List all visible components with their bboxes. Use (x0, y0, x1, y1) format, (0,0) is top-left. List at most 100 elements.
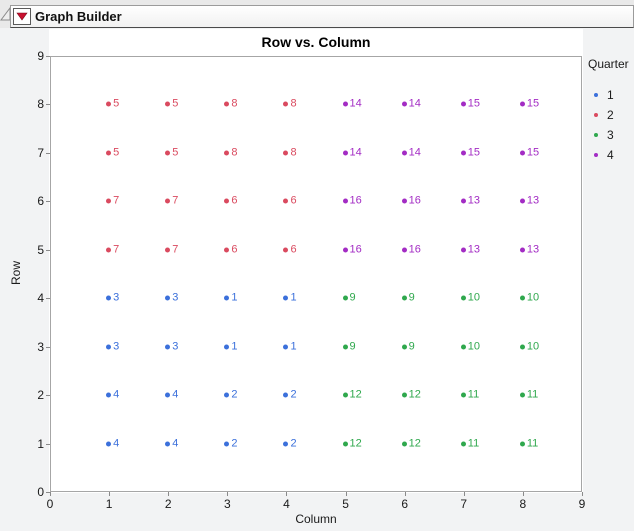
data-point[interactable]: 2 (283, 438, 297, 449)
point-label: 9 (349, 340, 356, 353)
data-point[interactable]: 10 (519, 292, 539, 304)
x-tick-label: 7 (460, 497, 468, 511)
data-point[interactable]: 4 (165, 389, 178, 401)
point-marker (283, 198, 289, 204)
data-point[interactable]: 13 (460, 244, 480, 255)
data-point[interactable]: 1 (283, 341, 297, 352)
data-point[interactable]: 7 (165, 244, 178, 255)
data-point[interactable]: 8 (224, 98, 237, 110)
point-marker (460, 344, 466, 350)
legend-swatch-icon (594, 113, 598, 117)
y-axis-title[interactable]: Row (9, 260, 23, 286)
point-marker (106, 150, 112, 156)
point-marker (165, 441, 171, 447)
data-point[interactable]: 10 (460, 292, 480, 304)
data-point[interactable]: 3 (165, 341, 178, 352)
data-point[interactable]: 13 (460, 195, 480, 207)
data-point[interactable]: 8 (283, 98, 297, 110)
data-point[interactable]: 4 (106, 388, 120, 401)
data-point[interactable]: 12 (401, 438, 421, 449)
data-point[interactable]: 7 (106, 195, 119, 207)
point-label: 2 (231, 388, 238, 401)
data-point[interactable]: 11 (519, 389, 538, 401)
legend-item[interactable]: 2 (588, 105, 629, 125)
data-point[interactable]: 4 (165, 438, 178, 449)
data-point[interactable]: 9 (342, 291, 356, 304)
data-point[interactable]: 9 (342, 340, 356, 353)
data-point[interactable]: 6 (283, 195, 297, 207)
data-point[interactable]: 3 (165, 291, 179, 304)
y-tick-mark (46, 492, 50, 493)
point-marker (283, 247, 289, 253)
point-label: 3 (172, 291, 179, 304)
data-point[interactable]: 10 (460, 341, 480, 352)
data-point[interactable]: 5 (165, 98, 178, 110)
data-point[interactable]: 12 (342, 389, 362, 401)
legend-item[interactable]: 1 (588, 85, 629, 105)
x-axis-title[interactable]: Column (295, 512, 337, 526)
data-point[interactable]: 12 (342, 438, 362, 449)
data-point[interactable]: 14 (342, 98, 362, 110)
data-point[interactable]: 16 (401, 195, 421, 207)
data-point[interactable]: 7 (106, 244, 119, 255)
point-marker (401, 101, 407, 107)
data-point[interactable]: 11 (519, 438, 538, 449)
point-marker (283, 295, 289, 301)
data-point[interactable]: 9 (401, 292, 415, 304)
legend-item[interactable]: 3 (588, 125, 629, 145)
data-point[interactable]: 7 (165, 195, 178, 207)
point-label: 14 (408, 146, 421, 159)
data-point[interactable]: 15 (519, 147, 539, 158)
point-label: 4 (113, 388, 120, 401)
data-point[interactable]: 5 (165, 147, 178, 158)
point-label: 2 (231, 437, 238, 450)
data-point[interactable]: 5 (106, 147, 119, 158)
data-point[interactable]: 10 (519, 341, 539, 352)
data-point[interactable]: 13 (519, 244, 539, 255)
data-point[interactable]: 12 (401, 389, 421, 401)
data-point[interactable]: 14 (401, 146, 421, 159)
point-marker (401, 295, 407, 301)
point-label: 9 (349, 291, 356, 304)
point-marker (106, 441, 112, 447)
data-point[interactable]: 16 (401, 244, 421, 255)
data-point[interactable]: 3 (106, 292, 119, 304)
data-point[interactable]: 14 (342, 147, 362, 158)
point-label: 4 (113, 437, 120, 450)
y-tick-label: 8 (37, 97, 44, 112)
point-marker (519, 101, 525, 107)
data-point[interactable]: 2 (224, 388, 238, 401)
data-point[interactable]: 1 (224, 292, 237, 304)
data-point[interactable]: 2 (283, 389, 297, 401)
data-point[interactable]: 3 (106, 341, 119, 352)
outline-header[interactable]: Graph Builder (10, 5, 634, 28)
data-point[interactable]: 5 (106, 98, 119, 110)
data-point[interactable]: 14 (401, 98, 421, 110)
data-point[interactable]: 6 (283, 244, 297, 255)
data-point[interactable]: 15 (519, 98, 539, 110)
data-point[interactable]: 15 (460, 147, 480, 158)
point-marker (224, 441, 230, 447)
data-point[interactable]: 6 (224, 195, 237, 207)
data-point[interactable]: 8 (224, 147, 237, 158)
plot-frame[interactable] (50, 56, 582, 492)
data-point[interactable]: 11 (460, 389, 479, 401)
point-label: 3 (172, 340, 179, 353)
red-triangle-menu-button[interactable] (13, 8, 31, 25)
data-point[interactable]: 9 (401, 341, 415, 352)
data-point[interactable]: 6 (224, 244, 237, 255)
legend-item[interactable]: 4 (588, 145, 629, 165)
data-point[interactable]: 16 (342, 195, 362, 207)
data-point[interactable]: 11 (460, 438, 479, 449)
data-point[interactable]: 16 (342, 244, 362, 255)
legend-swatch-icon (594, 93, 598, 97)
data-point[interactable]: 15 (460, 98, 480, 110)
point-marker (401, 392, 407, 398)
data-point[interactable]: 8 (283, 147, 297, 158)
red-triangle-icon (16, 12, 28, 21)
data-point[interactable]: 1 (224, 341, 237, 352)
data-point[interactable]: 2 (224, 438, 237, 449)
data-point[interactable]: 1 (283, 292, 297, 304)
data-point[interactable]: 13 (519, 195, 539, 207)
data-point[interactable]: 4 (106, 438, 119, 449)
